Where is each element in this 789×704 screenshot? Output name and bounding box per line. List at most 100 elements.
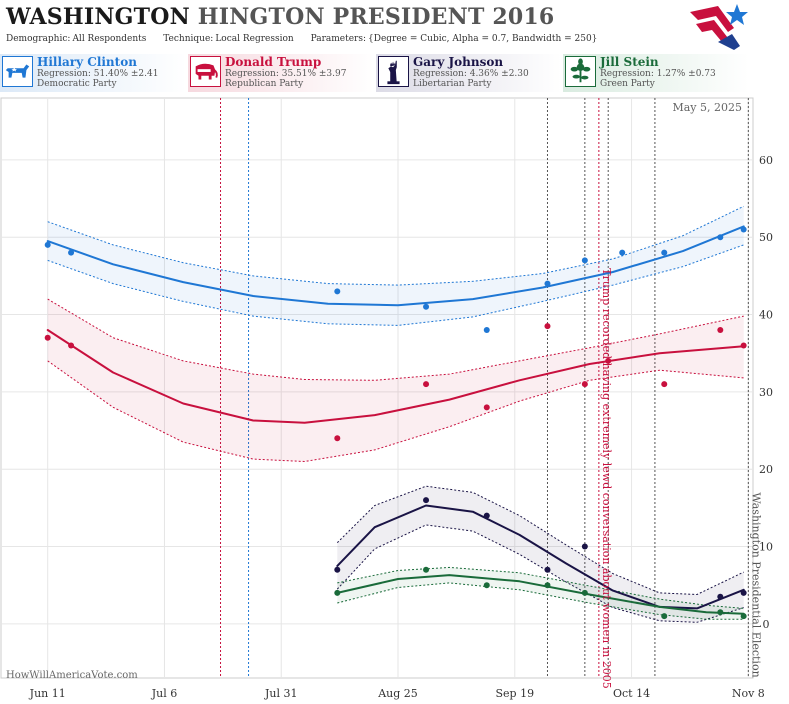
- param-value: All Respondents: [72, 34, 147, 44]
- poll-point: [334, 589, 341, 596]
- regression-line: [46, 225, 745, 307]
- poll-point: [619, 249, 626, 256]
- poll-point: [661, 381, 668, 388]
- candidate-regression: Regression: 4.36% ±2.30: [413, 69, 529, 79]
- poll-point: [483, 512, 490, 519]
- candidate-clinton: Hillary Clinton Regression: 51.40% ±2.41…: [0, 54, 186, 92]
- x-tick-label: Jun 11: [29, 687, 66, 700]
- confidence-band: [47, 206, 744, 326]
- regression-line: [336, 574, 745, 615]
- confidence-band: [337, 486, 744, 623]
- poll-point: [581, 543, 588, 550]
- poll-point: [661, 613, 668, 620]
- candidate-trump: Donald Trump Regression: 35.51% ±3.97 Re…: [188, 54, 374, 92]
- param-label: Parameters:: [310, 34, 367, 44]
- stars-and-stripes-logo-icon: [690, 4, 748, 50]
- poll-point: [740, 613, 747, 620]
- poll-point: [717, 593, 724, 600]
- candidate-party: Libertarian Party: [413, 79, 492, 89]
- poll-point: [581, 257, 588, 264]
- regression-line: [336, 504, 745, 610]
- title-rest: HINGTON PRESIDENT 2016: [197, 4, 555, 30]
- date-label: May 5, 2025: [672, 101, 742, 114]
- x-tick-label: Aug 25: [377, 687, 418, 700]
- lower-bound-line: [337, 582, 744, 620]
- watermark: HowWillAmericaVote.com: [6, 670, 138, 681]
- annotation-text: Washington Presidential Election: [749, 492, 762, 677]
- poll-point: [544, 280, 551, 287]
- candidate-party: Republican Party: [225, 79, 304, 89]
- candidate-name: Hillary Clinton: [37, 55, 137, 69]
- poll-point: [740, 342, 747, 349]
- upper-bound-line: [336, 485, 744, 596]
- poll-point: [334, 566, 341, 573]
- param-label: Technique:: [163, 34, 214, 44]
- plot-area: [0, 97, 754, 679]
- y-tick-label: 50: [759, 231, 773, 244]
- y-tick-label: 40: [759, 309, 773, 322]
- x-tick-label: Jul 6: [151, 687, 178, 700]
- y-tick-label: 30: [759, 386, 773, 399]
- poll-point: [483, 404, 490, 411]
- poll-point: [605, 357, 612, 364]
- poll-point: [44, 334, 51, 341]
- y-tick-label: 0: [763, 618, 770, 631]
- candidate-regression: Regression: 1.27% ±0.73: [600, 69, 716, 79]
- elephant-icon: [190, 56, 221, 87]
- lower-bound-line: [336, 524, 744, 623]
- poll-point: [68, 342, 75, 349]
- poll-point: [740, 589, 747, 596]
- lower-bound-line: [47, 360, 744, 463]
- x-tick-label: Jul 31: [264, 687, 298, 700]
- poll-point: [423, 303, 430, 310]
- poll-point: [334, 288, 341, 295]
- poll-point: [44, 241, 51, 248]
- confidence-bands: [47, 205, 744, 623]
- regression-line: [46, 329, 745, 424]
- upper-bound-line: [47, 205, 744, 286]
- param-value: Local Regression: [215, 34, 294, 44]
- poll-point: [423, 381, 430, 388]
- poll-point: [581, 381, 588, 388]
- poll-point: [717, 234, 724, 241]
- poll-point: [483, 327, 490, 333]
- poll-point: [661, 249, 668, 256]
- poll-point: [544, 582, 551, 589]
- poll-point: [334, 435, 341, 442]
- candidate-johnson: Gary Johnson Regression: 4.36% ±2.30 Lib…: [376, 54, 562, 92]
- poll-point: [717, 609, 724, 616]
- poll-point: [423, 497, 430, 504]
- poll-point: [68, 249, 75, 256]
- donkey-icon: [2, 56, 33, 87]
- param-label: Demographic:: [6, 34, 71, 44]
- poll-point: [717, 327, 724, 333]
- regression-lines: [46, 225, 745, 615]
- poll-point: [483, 582, 490, 589]
- param-value: {Degree = Cubic, Alpha = 0.7, Bandwidth …: [368, 34, 598, 44]
- lower-bound-line: [47, 244, 744, 326]
- poll-point: [423, 566, 430, 573]
- upper-bound-line: [47, 298, 744, 381]
- y-tick-label: 60: [759, 154, 773, 167]
- candidate-party: Democratic Party: [37, 79, 117, 89]
- candidate-party: Green Party: [600, 79, 655, 89]
- candidate-name: Jill Stein: [600, 55, 659, 69]
- y-tick-label: 20: [759, 463, 773, 476]
- candidate-stein: Jill Stein Regression: 1.27% ±0.73 Green…: [563, 54, 749, 92]
- candidate-name: Donald Trump: [225, 55, 322, 69]
- title-main: WASHINGTON: [6, 4, 190, 30]
- annotations: Trump recorded having extremely lewd con…: [600, 268, 762, 689]
- y-axis: 0 10 20 30 40 50 60: [759, 154, 773, 631]
- confidence-band: [47, 299, 744, 462]
- parameters-bar: Demographic: All Respondents Technique: Lo…: [6, 34, 611, 44]
- poll-point: [544, 566, 551, 573]
- poll-point: [544, 323, 551, 330]
- statue-of-liberty-icon: [378, 56, 409, 87]
- candidate-name: Gary Johnson: [413, 55, 504, 69]
- event-lines: [220, 98, 749, 678]
- y-tick-label: 10: [759, 541, 773, 554]
- candidate-regression: Regression: 35.51% ±3.97: [225, 69, 347, 79]
- page-title: WASHINGTON HINGTON PRESIDENT 2016: [6, 4, 554, 30]
- poll-points: [44, 226, 747, 620]
